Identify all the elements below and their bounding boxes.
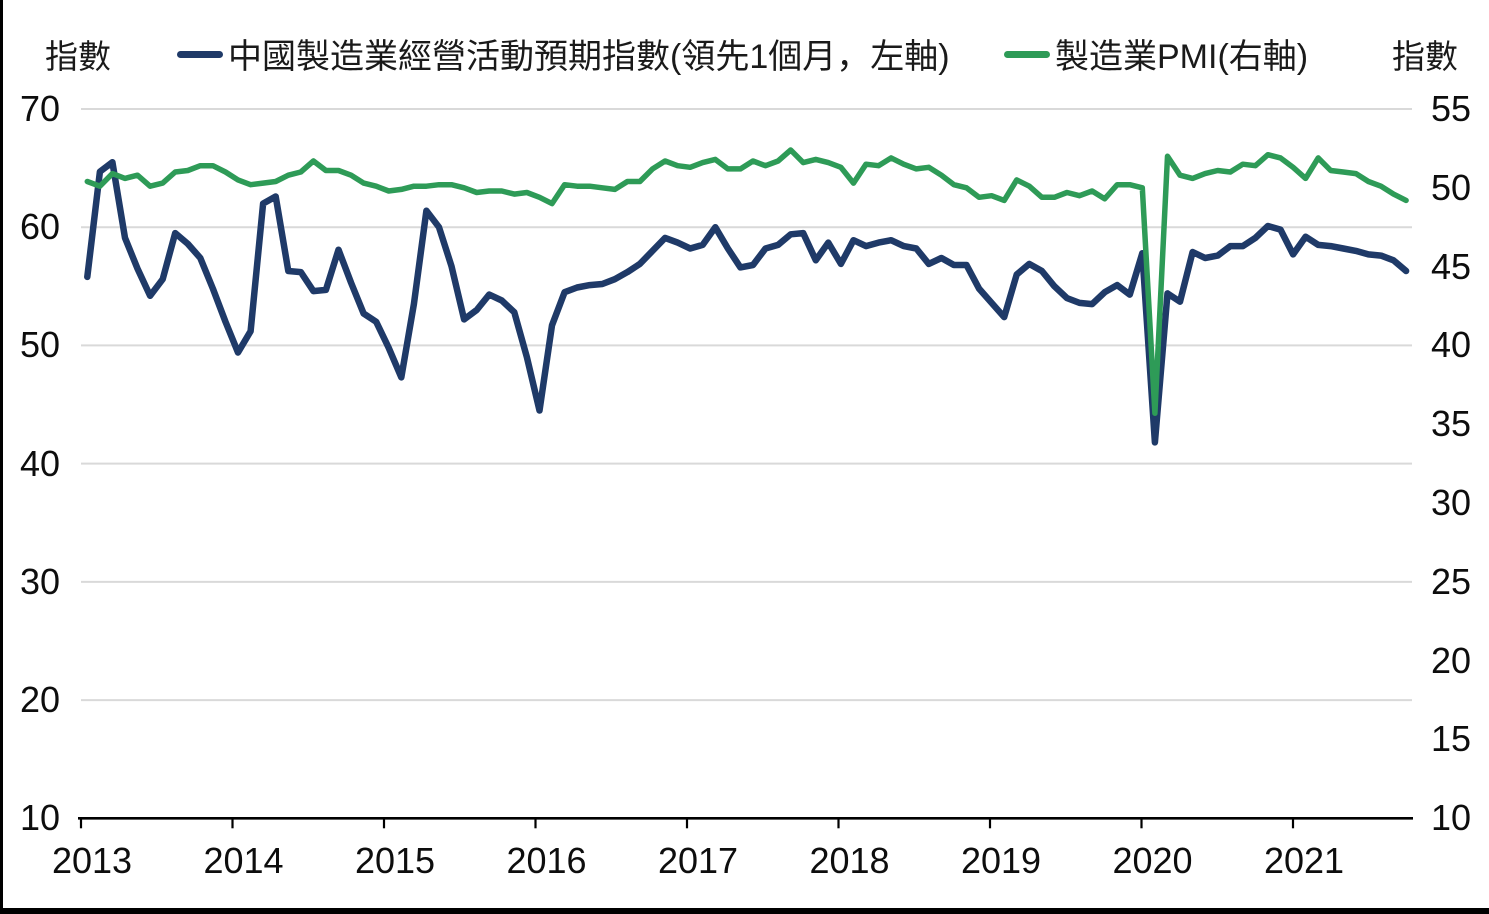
x-axis-label-2013: 2013 — [51, 840, 133, 881]
right-axis-tick-45: 45 — [1431, 245, 1472, 287]
right-axis-unit-label: 指數 — [1392, 38, 1458, 75]
legend-label-pmi: 製造業PMI(右軸) — [1055, 38, 1309, 76]
x-axis-label-2017: 2017 — [657, 840, 739, 881]
legend-line-swatch-expectation-index — [177, 51, 223, 58]
right-axis-tick-15: 15 — [1431, 718, 1472, 760]
x-axis-label-2018: 2018 — [809, 840, 890, 881]
figure-left-border — [0, 0, 3, 914]
right-axis-tick-20: 20 — [1431, 639, 1472, 681]
left-axis-tick-20: 20 — [19, 679, 60, 721]
right-axis-tick-35: 35 — [1431, 403, 1472, 445]
left-axis-tick-60: 60 — [19, 206, 60, 248]
left-axis-tick-30: 30 — [19, 560, 60, 602]
legend-label-expectation-index: 中國製造業經營活動預期指數(領先1個月，左軸) — [228, 38, 950, 76]
left-axis-tick-50: 50 — [19, 324, 60, 366]
left-axis-tick-70: 70 — [19, 88, 60, 129]
x-axis-label-2021: 2021 — [1263, 840, 1345, 881]
right-axis-tick-10: 10 — [1431, 797, 1472, 839]
figure-bottom-border — [0, 908, 1489, 914]
x-axis-label-2015: 2015 — [354, 840, 436, 881]
x-axis-label-2014: 2014 — [203, 840, 284, 881]
right-axis-tick-30: 30 — [1431, 482, 1472, 524]
left-axis-unit-label: 指數 — [45, 38, 111, 75]
right-axis-tick-50: 50 — [1431, 166, 1472, 208]
left-axis-tick-10: 10 — [19, 797, 60, 839]
x-axis-label-2016: 2016 — [506, 840, 587, 881]
series-line-expectation-index — [84, 158, 1410, 446]
x-axis-label-2019: 2019 — [960, 840, 1042, 881]
series-line-pmi — [84, 147, 1409, 416]
right-axis-tick-40: 40 — [1431, 324, 1472, 366]
legend-line-swatch-pmi — [1004, 51, 1050, 58]
right-axis-tick-55: 55 — [1431, 88, 1472, 129]
x-axis-label-2020: 2020 — [1112, 840, 1193, 881]
left-axis-tick-40: 40 — [19, 442, 60, 484]
right-axis-tick-25: 25 — [1431, 560, 1472, 602]
